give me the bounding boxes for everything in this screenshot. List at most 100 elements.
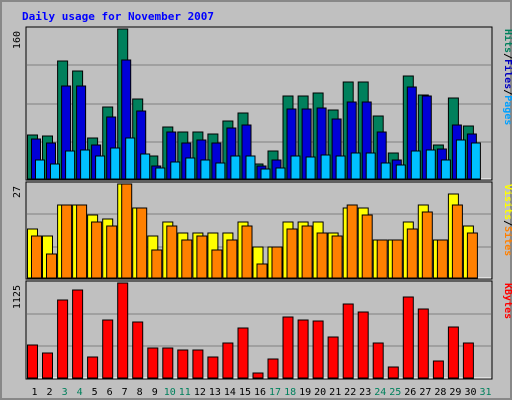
volume-bar-kbytes — [327, 336, 339, 379]
x-tick-label: 20 — [314, 387, 326, 398]
x-tick-label: 4 — [77, 387, 83, 398]
chart-title: Daily usage for November 2007 — [22, 10, 214, 23]
x-tick-label: 1 — [31, 387, 37, 398]
volume-bar-kbytes — [147, 347, 159, 379]
traffic-bar-pages — [455, 139, 466, 180]
visitors-bar-sites — [286, 228, 298, 279]
x-tick-label: 19 — [299, 387, 311, 398]
traffic-bar-pages — [65, 150, 76, 180]
legend-pages: Pages — [502, 95, 512, 125]
x-tick-label: 15 — [239, 387, 251, 398]
volume-bar-kbytes — [357, 311, 369, 379]
visitors-bar-sites — [121, 183, 133, 279]
legend-separator: / — [502, 220, 512, 226]
volume-bar-kbytes — [447, 326, 459, 379]
traffic-bar-pages — [365, 152, 376, 180]
volume-bar-kbytes — [417, 308, 429, 379]
x-tick-label: 14 — [224, 387, 236, 398]
volume-bar-kbytes — [72, 289, 84, 379]
x-tick-label: 30 — [464, 387, 476, 398]
legend-separator: / — [502, 53, 512, 59]
visitors-bar-sites — [361, 214, 373, 279]
x-tick-label: 10 — [164, 387, 176, 398]
legend-files: Files — [502, 59, 512, 89]
x-tick-label: 6 — [107, 387, 113, 398]
volume-bar-kbytes — [132, 321, 144, 379]
x-tick-label: 7 — [122, 387, 128, 398]
x-tick-label: 3 — [62, 387, 68, 398]
traffic-bar-pages — [380, 162, 391, 180]
traffic-bar-pages — [395, 164, 406, 180]
visitors-bar-sites — [256, 263, 268, 279]
traffic-bar-pages — [230, 155, 241, 180]
traffic-bar-pages — [470, 142, 481, 180]
volume-bar-kbytes — [207, 356, 219, 379]
volume-bar-kbytes — [312, 320, 324, 379]
volume-bar-kbytes — [252, 372, 264, 379]
x-tick-label: 16 — [254, 387, 266, 398]
volume-bar-kbytes — [267, 358, 279, 379]
legend-kbytes: KBytes — [502, 283, 512, 319]
visitors-ytick-label: 27 — [12, 186, 23, 198]
traffic-bar-pages — [335, 155, 346, 180]
volume-bar-kbytes — [42, 352, 53, 379]
visitors-bar-sites — [421, 211, 433, 279]
traffic-bar-pages — [215, 162, 226, 180]
volume-bar-kbytes — [372, 342, 384, 379]
traffic-bar-pages — [110, 147, 121, 180]
traffic-bar-pages — [200, 159, 211, 180]
visitors-bar-sites — [151, 249, 163, 279]
volume-ytick-label: 1125 — [12, 285, 23, 309]
traffic-bar-pages — [35, 159, 45, 180]
visitors-bar-sites — [76, 204, 88, 279]
traffic-bar-pages — [140, 153, 151, 180]
traffic-bar-pages — [185, 157, 196, 180]
volume-bar-kbytes — [87, 356, 99, 379]
volume-bar-kbytes — [387, 366, 399, 379]
visitors-bar-sites — [436, 239, 448, 279]
visitors-bar-sites — [181, 239, 193, 279]
volume-bar-kbytes — [432, 360, 444, 379]
traffic-bar-pages — [290, 155, 301, 180]
traffic-bar-pages — [425, 149, 436, 180]
volume-bar-kbytes — [462, 342, 474, 379]
visitors-bar-sites — [31, 235, 42, 279]
x-tick-label: 9 — [152, 387, 158, 398]
x-tick-label: 13 — [209, 387, 221, 398]
visitors-bar-sites — [271, 246, 283, 279]
traffic-bar-pages — [80, 149, 91, 180]
volume-bar-kbytes — [27, 344, 38, 379]
x-tick-label: 22 — [344, 387, 356, 398]
visitors-bar-sites — [166, 225, 178, 279]
visitors-bar-sites — [451, 204, 463, 279]
visitors-bar-sites — [211, 249, 223, 279]
traffic-legend: Hits/Files/Pages — [502, 29, 512, 125]
traffic-ytick-label: 160 — [12, 31, 23, 49]
visitors-bar-sites — [136, 207, 148, 279]
visitors-bar-sites — [106, 225, 118, 279]
traffic-bar-pages — [275, 167, 286, 180]
x-tick-label: 17 — [269, 387, 281, 398]
legend-visits: Visits — [502, 184, 512, 220]
visitors-bar-sites — [91, 221, 103, 279]
visitors-bar-sites — [61, 204, 73, 279]
visitors-bar-sites — [196, 235, 208, 279]
traffic-bar-pages — [155, 167, 166, 180]
x-tick-label: 24 — [374, 387, 386, 398]
volume-bar-kbytes — [402, 296, 414, 379]
visitors-bar-sites — [391, 239, 403, 279]
visitors-bar-sites — [46, 253, 57, 279]
traffic-bar-pages — [320, 154, 331, 180]
traffic-bar-pages — [95, 155, 106, 180]
volume-bar-kbytes — [237, 327, 249, 379]
traffic-bar-pages — [260, 168, 271, 180]
visitors-bar-sites — [376, 239, 388, 279]
volume-bar-kbytes — [192, 349, 204, 379]
visitors-bar-sites — [226, 239, 238, 279]
visitors-bar-sites — [241, 225, 253, 279]
volume-bar-kbytes — [117, 282, 129, 379]
visitors-bar-sites — [301, 225, 313, 279]
traffic-bar-pages — [350, 152, 361, 180]
volume-bar-kbytes — [222, 342, 234, 379]
